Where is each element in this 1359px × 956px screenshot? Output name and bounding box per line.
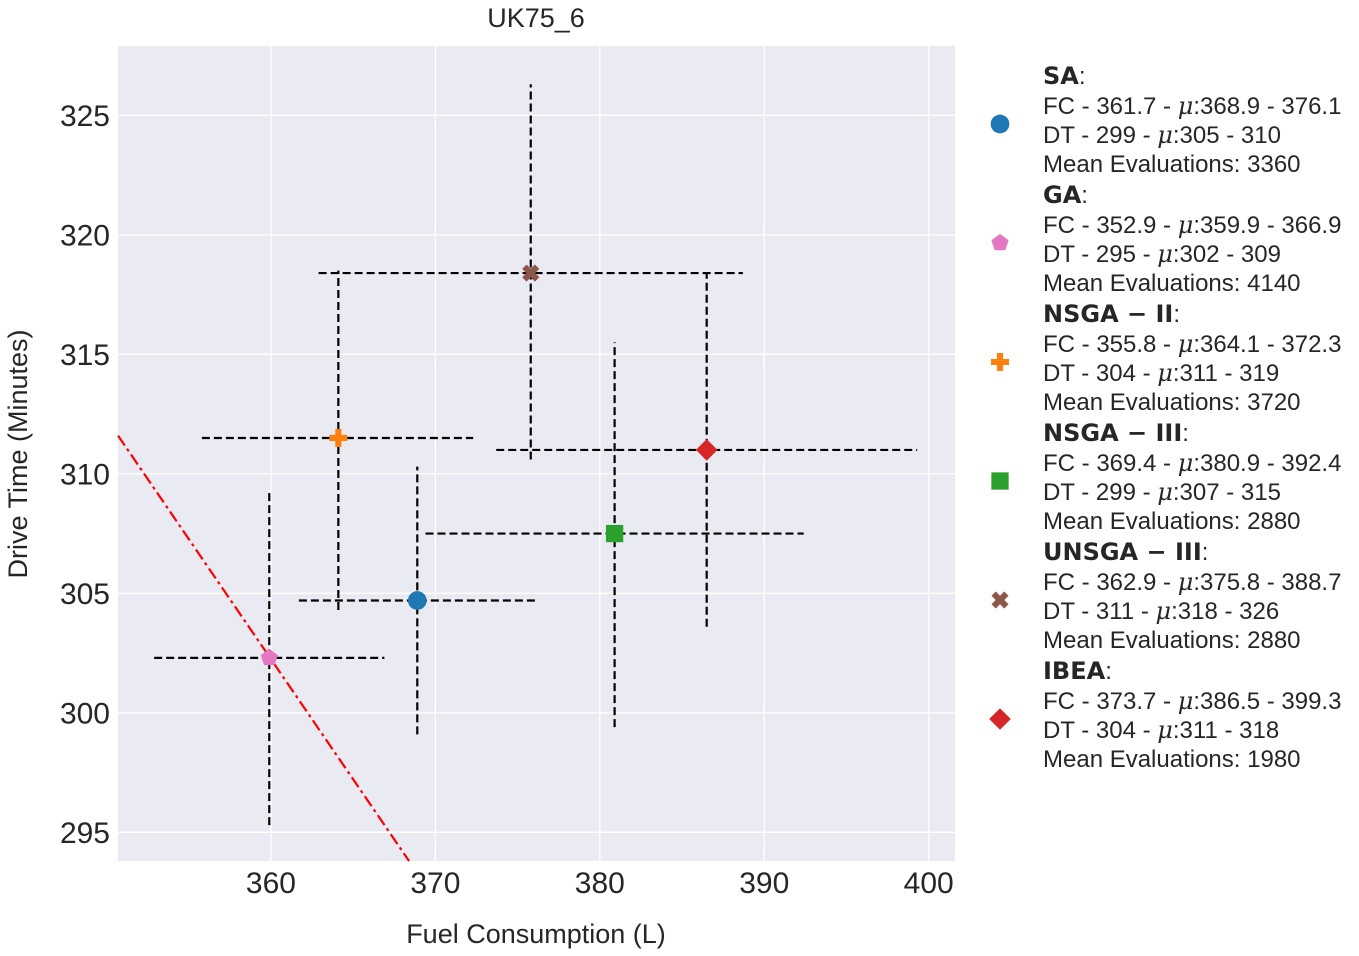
plot-area (118, 46, 955, 861)
legend-marker (991, 234, 1009, 251)
x-tick-labels: 360 370 380 390 400 (246, 867, 954, 900)
legend-text: NSGA − II: FC - 355.8 - μ:364.1 - 372.3 DT… (1043, 300, 1342, 416)
legend-series-name: UNSGA − III (1043, 538, 1202, 566)
data-point-pentagon (260, 648, 278, 666)
legend-marker-diamond (989, 708, 1011, 730)
legend-marker-x (991, 591, 1009, 609)
legend-dt-line: DT - 304 - μ:311 - 318 (1043, 716, 1280, 744)
legend-item: SA: FC - 361.7 - μ:368.9 - 376.1 DT - 299 … (980, 62, 1350, 181)
legend-item: NSGA − III: FC - 369.4 - μ:380.9 - 392.4 D… (980, 419, 1350, 538)
legend: SA: FC - 361.7 - μ:368.9 - 376.1 DT - 299 … (980, 62, 1350, 776)
legend-fc-line: FC - 373.7 - μ:386.5 - 399.3 (1043, 686, 1342, 715)
legend-fc-line: FC - 362.9 - μ:375.8 - 388.7 (1043, 567, 1342, 596)
legend-evaluations: Mean Evaluations: 2880 (1043, 626, 1301, 654)
data-point-plus (329, 428, 348, 447)
legend-series-name: GA (1043, 181, 1082, 209)
legend-text: GA: FC - 352.9 - μ:359.9 - 366.9 DT - 295 … (1043, 181, 1342, 297)
data-point-diamond (695, 439, 718, 461)
legend-fc-line: FC - 352.9 - μ:359.9 - 366.9 (1043, 210, 1342, 239)
x-tick-label: 400 (904, 867, 954, 900)
legend-dt-line: DT - 304 - μ:311 - 319 (1043, 359, 1280, 387)
legend-evaluations: Mean Evaluations: 1980 (1043, 745, 1301, 773)
data-points (260, 264, 718, 666)
legend-evaluations: Mean Evaluations: 4140 (1043, 269, 1301, 297)
legend-item: UNSGA − III: FC - 362.9 - μ:375.8 - 388.7… (980, 538, 1350, 657)
legend-series-name: SA (1043, 62, 1079, 90)
legend-fc-line: FC - 369.4 - μ:380.9 - 392.4 (1043, 448, 1342, 477)
legend-dt-line: DT - 311 - μ:318 - 326 (1043, 597, 1280, 625)
legend-series-name: NSGA − III (1043, 419, 1183, 447)
y-tick-label: 300 (60, 697, 110, 730)
x-tick-label: 380 (575, 867, 625, 900)
x-tick-label: 370 (410, 867, 460, 900)
legend-dt-line: DT - 299 - μ:307 - 315 (1043, 478, 1281, 506)
legend-item: NSGA − II: FC - 355.8 - μ:364.1 - 372.3 DT… (980, 300, 1350, 419)
y-tick-label: 325 (60, 100, 110, 133)
legend-marker-pentagon (991, 234, 1009, 251)
data-point-x (522, 264, 540, 282)
legend-evaluations: Mean Evaluations: 3720 (1043, 388, 1301, 416)
y-tick-label: 295 (60, 817, 110, 850)
legend-marker (991, 353, 1009, 371)
legend-marker (989, 708, 1011, 730)
legend-fc-line: FC - 355.8 - μ:364.1 - 372.3 (1043, 329, 1342, 358)
legend-marker-circle (990, 114, 1010, 134)
legend-item: GA: FC - 352.9 - μ:359.9 - 366.9 DT - 295 … (980, 181, 1350, 300)
y-tick-label: 305 (60, 578, 110, 611)
legend-marker-square (991, 472, 1009, 490)
legend-text: SA: FC - 361.7 - μ:368.9 - 376.1 DT - 299 … (1043, 62, 1342, 178)
legend-text: NSGA − III: FC - 369.4 - μ:380.9 - 392.4 D… (1043, 419, 1342, 535)
legend-marker (991, 472, 1009, 490)
reference-line (117, 434, 410, 862)
legend-marker (990, 114, 1010, 134)
x-axis-label: Fuel Consumption (L) (406, 919, 666, 949)
legend-marker (991, 591, 1009, 609)
y-tick-label: 315 (60, 339, 110, 372)
x-tick-label: 390 (739, 867, 789, 900)
y-tick-labels: 295 300 305 310 315 320 325 (60, 100, 110, 850)
legend-series-name: IBEA (1043, 657, 1106, 685)
legend-item: IBEA: FC - 373.7 - μ:386.5 - 399.3 DT - 30… (980, 657, 1350, 776)
legend-dt-line: DT - 299 - μ:305 - 310 (1043, 121, 1281, 149)
legend-evaluations: Mean Evaluations: 3360 (1043, 150, 1301, 178)
legend-evaluations: Mean Evaluations: 2880 (1043, 507, 1301, 535)
legend-fc-line: FC - 361.7 - μ:368.9 - 376.1 (1043, 91, 1342, 120)
data-point-circle (407, 591, 427, 610)
y-tick-label: 320 (60, 219, 110, 252)
legend-dt-line: DT - 295 - μ:302 - 309 (1043, 240, 1281, 268)
reference-line-group (117, 434, 410, 862)
legend-text: IBEA: FC - 373.7 - μ:386.5 - 399.3 DT - 30… (1043, 657, 1342, 773)
legend-series-name: NSGA − II (1043, 300, 1174, 328)
legend-marker-plus (991, 353, 1009, 371)
y-axis-label: Drive Time (Minutes) (3, 329, 33, 578)
data-point-square (605, 524, 624, 543)
chart-title: UK75_6 (487, 3, 585, 33)
grid-lines (118, 46, 955, 861)
y-tick-label: 310 (60, 458, 110, 491)
x-tick-label: 360 (246, 867, 296, 900)
legend-text: UNSGA − III: FC - 362.9 - μ:375.8 - 388.7… (1043, 538, 1342, 654)
